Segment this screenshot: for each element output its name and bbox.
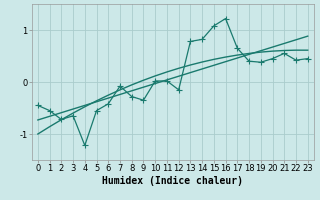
X-axis label: Humidex (Indice chaleur): Humidex (Indice chaleur) <box>102 176 243 186</box>
